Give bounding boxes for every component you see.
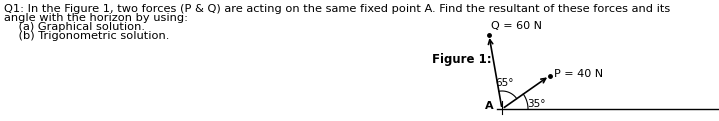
Text: 35°: 35°: [527, 99, 546, 109]
Text: A: A: [485, 101, 494, 111]
Text: 65°: 65°: [495, 78, 514, 88]
Text: angle with the horizon by using:: angle with the horizon by using:: [4, 13, 188, 23]
Text: (a) Graphical solution.: (a) Graphical solution.: [4, 22, 145, 32]
Text: Q1: In the Figure 1, two forces (P & Q) are acting on the same fixed point A. Fi: Q1: In the Figure 1, two forces (P & Q) …: [4, 4, 670, 14]
Text: P = 40 N: P = 40 N: [554, 69, 603, 79]
Text: Figure 1:: Figure 1:: [432, 53, 492, 65]
Text: (b) Trigonometric solution.: (b) Trigonometric solution.: [4, 31, 170, 41]
Text: Q = 60 N: Q = 60 N: [491, 21, 542, 31]
